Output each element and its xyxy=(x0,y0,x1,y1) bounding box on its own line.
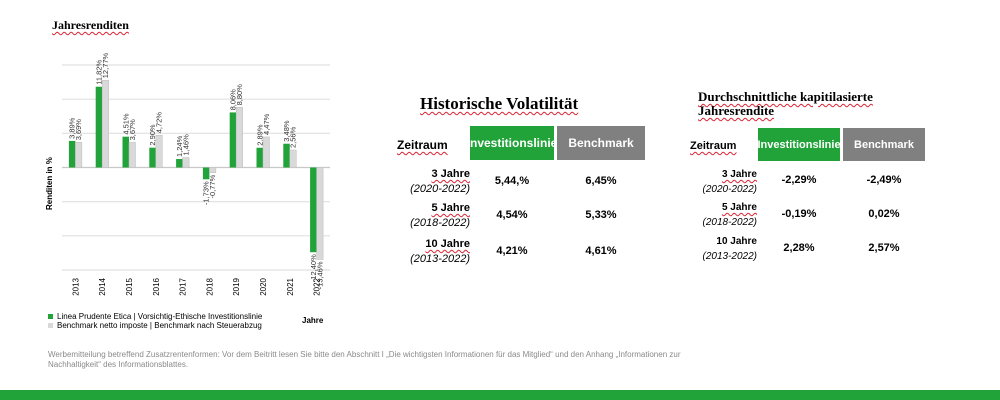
bar-line-2013 xyxy=(68,140,76,168)
disclaimer-text: Werbemitteilung betreffend Zusatzrentenf… xyxy=(48,350,681,369)
footer-green-bar xyxy=(0,390,1000,400)
legend-swatch-gray xyxy=(48,323,53,328)
bar-bench-2014 xyxy=(101,79,109,168)
x-tick-label: 2022 xyxy=(313,277,322,295)
bar-chart: Renditen in % 3,89%3,69% 11,82%12,77% 4,51… xyxy=(45,52,330,296)
bar-bench-2013 xyxy=(75,142,83,168)
chart-bars: 3,89%3,69% 11,82%12,77% 4,51%3,67% 2,90%4,7… xyxy=(68,52,325,289)
bar-bench-2021 xyxy=(289,149,297,168)
bar-bench-2022 xyxy=(316,167,324,260)
data-label: 1,24% xyxy=(175,135,184,157)
returns-row-3-period: 10 Jahre (2013-2022) xyxy=(702,236,757,262)
returns-col-bench: Benchmark xyxy=(843,128,925,161)
data-label: 3,69% xyxy=(74,119,83,141)
x-axis-label: Jahre xyxy=(302,316,324,325)
returns-row-1-line: -2,29% xyxy=(781,174,817,186)
x-tick-label: 2018 xyxy=(205,277,214,295)
returns-row-2-period: 5 Jahre (2018-2022) xyxy=(702,202,757,228)
data-label: 3,89% xyxy=(68,117,77,139)
volatility-row-1-period: 3 Jahre (2020-2022) xyxy=(410,168,470,195)
data-label: 3,48% xyxy=(282,120,291,142)
x-tick-label: 2016 xyxy=(152,277,161,295)
data-label: 2,56% xyxy=(289,126,298,148)
data-label: 2,89% xyxy=(255,124,264,146)
volatility-row-1-line: 5,44,% xyxy=(494,175,530,187)
bar-bench-2019 xyxy=(235,107,243,168)
data-label: 4,72% xyxy=(155,112,164,134)
volatility-row-2-bench: 5,33% xyxy=(585,209,617,221)
volatility-row-2-period: 5 Jahre (2018-2022) xyxy=(410,202,470,229)
data-label: -0,77% xyxy=(208,174,217,198)
legend-item-bench: Benchmark netto imposte | Benchmark nach… xyxy=(48,321,262,330)
x-tick-label: 2015 xyxy=(125,277,134,295)
bar-line-2018 xyxy=(202,167,210,180)
data-label: 3,67% xyxy=(128,119,137,141)
x-tick-label: 2019 xyxy=(232,277,241,295)
bar-bench-2015 xyxy=(128,142,136,168)
returns-row-3-line: 2,28% xyxy=(783,242,815,254)
returns-row-3-bench: 2,57% xyxy=(868,242,900,254)
data-label: 8,80% xyxy=(235,84,244,106)
bar-line-2017 xyxy=(176,159,183,168)
data-label: 1,46% xyxy=(181,134,190,156)
legend-item-line: Linea Prudente Etica | Vorsichtig-Ethisc… xyxy=(48,312,262,321)
data-label: 4,47% xyxy=(262,113,271,135)
volatility-row-3-bench: 4,61% xyxy=(585,245,617,257)
volatility-col-line: Investitionslinie xyxy=(467,126,557,160)
x-tick-labels: 2013 2014 2015 2016 2017 2018 2019 2020 2021 2022 xyxy=(71,277,321,295)
data-label: 12,77% xyxy=(101,52,110,78)
data-label: -13,46% xyxy=(315,261,324,289)
x-tick-label: 2021 xyxy=(286,277,295,295)
bar-line-2014 xyxy=(95,86,103,168)
returns-title: Durchschnittliche kapitilasierte Jahresr… xyxy=(698,89,873,118)
x-tick-label: 2020 xyxy=(259,277,268,295)
volatility-row-2-line: 4,54% xyxy=(496,209,528,221)
data-label: 11,82% xyxy=(94,60,103,85)
bar-bench-2018 xyxy=(209,167,217,174)
x-tick-label: 2017 xyxy=(179,277,188,295)
x-tick-label: 2013 xyxy=(71,277,80,295)
returns-col-period: Zeitraum xyxy=(690,140,737,152)
volatility-title: Historische Volatilität xyxy=(420,94,579,113)
returns-col-line: Investitionslinie xyxy=(757,128,841,161)
legend-label-line: Linea Prudente Etica | Vorsichtig-Ethisc… xyxy=(57,312,263,321)
bar-line-2016 xyxy=(149,147,156,168)
returns-row-2-bench: 0,02% xyxy=(868,208,900,220)
legend-swatch-green xyxy=(48,314,53,319)
bar-bench-2020 xyxy=(262,136,270,168)
data-label: -1,73% xyxy=(202,181,211,205)
returns-row-1-period: 3 Jahre (2020-2022) xyxy=(702,169,757,195)
bar-line-2015 xyxy=(122,136,129,168)
x-tick-label: 2014 xyxy=(98,277,107,295)
y-axis-label: Renditen in % xyxy=(45,157,54,210)
volatility-col-bench: Benchmark xyxy=(557,126,645,160)
bar-line-2020 xyxy=(256,147,263,168)
volatility-row-3-period: 10 Jahre (2013-2022) xyxy=(410,238,470,265)
data-label: 2,90% xyxy=(148,124,157,146)
bar-line-2019 xyxy=(229,112,237,168)
volatility-col-period: Zeitraum xyxy=(397,138,448,152)
data-label: 4,51% xyxy=(121,113,130,135)
bar-line-2022 xyxy=(310,167,317,253)
bar-bench-2016 xyxy=(155,134,163,168)
returns-row-1-bench: -2,49% xyxy=(866,174,902,186)
volatility-row-1-bench: 6,45% xyxy=(585,175,617,187)
volatility-row-3-line: 4,21% xyxy=(496,245,528,257)
data-label: 8,06% xyxy=(228,89,237,111)
bar-bench-2017 xyxy=(182,157,190,168)
data-label: -12,40% xyxy=(309,254,318,282)
chart-legend: Linea Prudente Etica | Vorsichtig-Ethisc… xyxy=(48,312,262,330)
chart-title: Jahresrenditen xyxy=(52,18,129,32)
legend-label-bench: Benchmark netto imposte | Benchmark nach… xyxy=(57,321,262,330)
bar-line-2021 xyxy=(283,143,290,168)
returns-row-2-line: -0,19% xyxy=(781,208,817,220)
